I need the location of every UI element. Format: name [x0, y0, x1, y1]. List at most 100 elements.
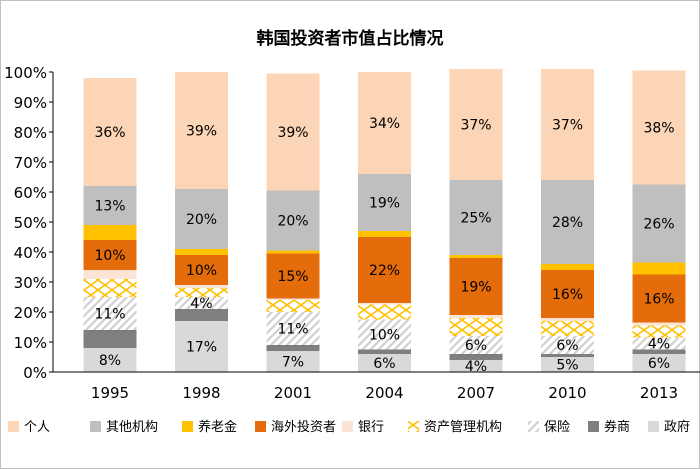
data-label: 37%	[552, 118, 583, 134]
bar-segment	[358, 304, 411, 320]
data-label: 28%	[552, 215, 583, 231]
data-label: 38%	[643, 121, 674, 137]
x-tick-label: 2004	[365, 384, 403, 402]
legend-label: 银行	[358, 420, 384, 435]
y-tick-label: 10%	[14, 334, 47, 352]
bar-segment	[541, 318, 594, 321]
x-tick-label: 2007	[457, 384, 495, 402]
legend-label: 其他机构	[106, 420, 158, 435]
legend-label: 个人	[24, 420, 50, 435]
bar-segment	[541, 264, 594, 270]
data-label: 10%	[94, 248, 125, 264]
legend-swatch	[648, 421, 659, 432]
bar-segment	[632, 349, 686, 354]
bar-segment	[541, 336, 594, 354]
y-tick-label: 30%	[14, 274, 47, 292]
legend-label: 海外投资者	[271, 419, 336, 435]
data-label: 39%	[186, 124, 217, 140]
bar-segment	[266, 298, 320, 300]
legend-label: 养老金	[198, 419, 237, 435]
chart-title: 韩国投资者市值占比情况	[256, 29, 444, 49]
x-tick-label: 1998	[182, 384, 220, 402]
data-label: 5%	[556, 358, 578, 374]
y-tick-label: 20%	[14, 304, 47, 322]
bar-segment	[449, 360, 503, 372]
bar-segment	[266, 73, 320, 191]
legend-label: 政府	[664, 420, 690, 435]
bar-segment	[358, 303, 411, 305]
legend-swatch	[255, 421, 266, 432]
data-label: 7%	[282, 355, 304, 371]
bar-segment	[83, 270, 137, 279]
bar-segment	[83, 279, 137, 297]
bar-segment	[83, 225, 137, 240]
bar-segment	[175, 321, 228, 372]
data-label: 6%	[556, 338, 578, 354]
data-label: 4%	[190, 296, 212, 312]
data-label: 20%	[186, 212, 217, 228]
legend-swatch	[90, 421, 101, 432]
bar-segment	[632, 274, 686, 323]
legend-swatch	[8, 421, 19, 432]
bar-segment	[541, 354, 594, 357]
data-label: 4%	[465, 359, 487, 375]
data-label: 19%	[460, 280, 491, 296]
bar-segment	[541, 180, 594, 264]
legend-item: 银行	[342, 420, 384, 435]
data-label: 6%	[465, 338, 487, 354]
data-label: 22%	[369, 263, 400, 279]
bar-segment	[175, 72, 228, 189]
data-label: 11%	[94, 307, 125, 323]
bar-segment	[358, 319, 411, 350]
data-label: 6%	[373, 356, 395, 372]
data-label: 16%	[552, 287, 583, 303]
data-label: 8%	[99, 353, 121, 369]
data-label: 39%	[277, 125, 308, 141]
bar-segment	[449, 318, 503, 336]
data-label: 25%	[460, 211, 491, 227]
bar-segment	[449, 69, 503, 180]
bar-segment	[175, 288, 228, 297]
bar-segment	[266, 253, 320, 299]
bar-segment	[175, 297, 228, 309]
x-tick-label: 1995	[91, 384, 129, 402]
bar-segment	[541, 357, 594, 372]
bar-segment	[266, 351, 320, 372]
data-label: 13%	[94, 199, 125, 215]
data-label: 17%	[186, 340, 217, 356]
data-label: 15%	[277, 269, 308, 285]
x-tick-label: 2010	[548, 384, 586, 402]
y-tick-label: 100%	[4, 64, 47, 82]
bar-segment	[175, 189, 228, 249]
legend-item: 资产管理机构	[408, 420, 502, 435]
legend-item: 养老金	[182, 419, 237, 435]
legend-swatch	[408, 421, 419, 432]
bar-segment	[358, 174, 411, 231]
bar-segment	[632, 354, 686, 372]
bar-segment	[449, 315, 503, 318]
bar-segment	[83, 78, 137, 186]
legend-item: 保险	[528, 420, 570, 435]
bar-segment	[83, 297, 137, 330]
x-tick-label: 2013	[640, 384, 678, 402]
data-label: 16%	[643, 292, 674, 308]
data-label: 20%	[277, 214, 308, 230]
legend-swatch	[588, 421, 599, 432]
bar-segment	[83, 348, 137, 372]
y-tick-label: 80%	[14, 124, 47, 142]
y-tick-label: 70%	[14, 154, 47, 172]
y-tick-label: 40%	[14, 244, 47, 262]
bar-segment	[541, 321, 594, 336]
data-label: 10%	[186, 263, 217, 279]
bar-segment	[266, 345, 320, 351]
legend-swatch	[182, 421, 193, 432]
legend-label: 保险	[544, 420, 570, 435]
legend-swatch	[528, 421, 539, 432]
bar-segment	[449, 180, 503, 255]
bar-segment	[83, 240, 137, 270]
bar-segment	[541, 69, 594, 180]
bar-segment	[175, 309, 228, 321]
bar-segment	[358, 231, 411, 237]
legend-item: 海外投资者	[255, 419, 336, 435]
